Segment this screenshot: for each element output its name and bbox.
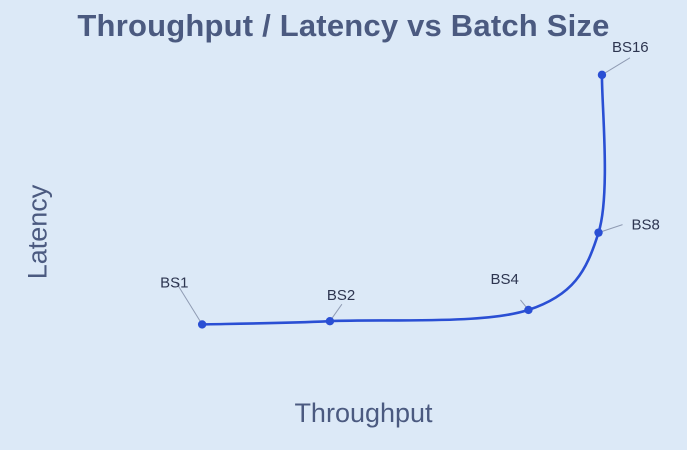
data-point-bs8 — [594, 228, 603, 237]
point-label-bs1: BS1 — [160, 274, 188, 291]
series-line — [202, 74, 607, 326]
data-point-bs1 — [197, 320, 207, 329]
point-label-bs2: BS2 — [327, 287, 355, 304]
leader-line-bs8 — [598, 224, 623, 234]
leader-line-bs16 — [601, 57, 631, 76]
point-label-bs8: BS8 — [632, 217, 660, 234]
point-label-bs4: BS4 — [490, 271, 518, 288]
data-point-bs16 — [597, 70, 607, 80]
point-label-bs16: BS16 — [612, 39, 649, 56]
data-point-bs2 — [325, 316, 335, 326]
chart-title: Throughput / Latency vs Batch Size — [77, 8, 610, 43]
leader-line-bs1 — [175, 282, 203, 325]
data-point-bs4 — [524, 305, 533, 315]
x-axis-label: Throughput — [294, 398, 433, 428]
